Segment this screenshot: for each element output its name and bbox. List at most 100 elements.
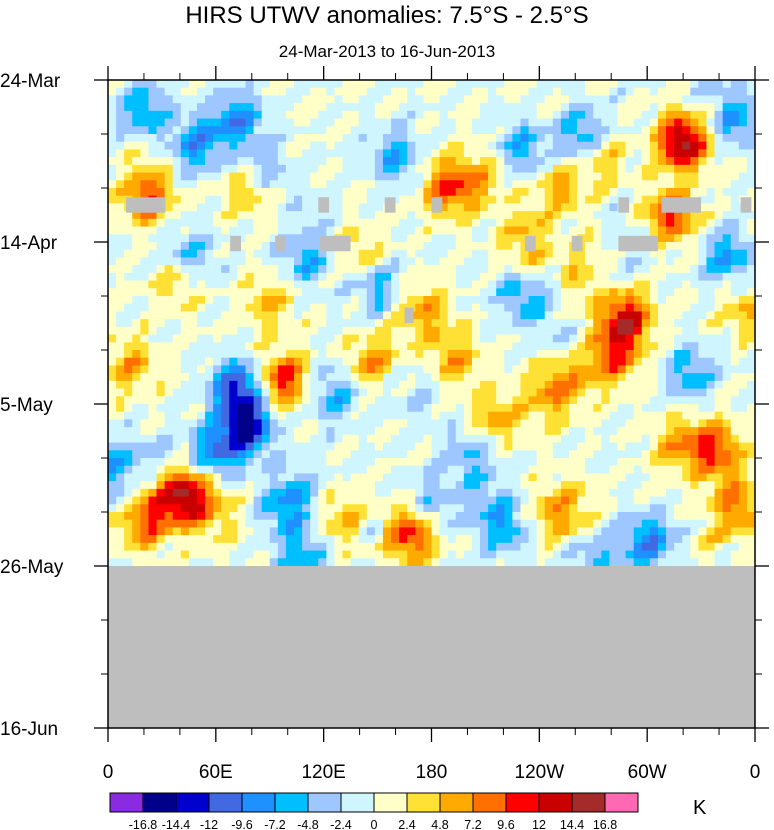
anomaly-cell	[730, 296, 740, 305]
anomaly-cell	[261, 404, 271, 413]
anomaly-cell	[334, 365, 344, 374]
anomaly-cell	[690, 326, 699, 336]
anomaly-cell	[253, 110, 263, 120]
anomaly-cell	[568, 172, 578, 181]
anomaly-cell	[253, 465, 263, 475]
anomaly-cell	[399, 373, 408, 382]
anomaly-cell	[609, 280, 619, 289]
anomaly-cell	[568, 427, 578, 436]
anomaly-cell	[350, 149, 360, 158]
anomaly-cell	[382, 103, 392, 112]
anomaly-cell	[180, 519, 190, 529]
anomaly-cell	[496, 211, 505, 220]
anomaly-cell	[738, 535, 748, 544]
anomaly-cell	[666, 218, 675, 228]
anomaly-cell	[666, 396, 675, 405]
anomaly-cell	[277, 473, 287, 482]
anomaly-cell	[496, 388, 505, 397]
anomaly-cell	[617, 550, 627, 559]
anomaly-cell	[342, 265, 352, 274]
anomaly-cell	[746, 496, 755, 505]
anomaly-cell	[326, 326, 336, 336]
anomaly-cell	[601, 249, 611, 259]
anomaly-cell	[318, 388, 327, 397]
anomaly-cell	[593, 512, 602, 521]
anomaly-cell	[180, 527, 190, 536]
anomaly-cell	[706, 404, 716, 413]
anomaly-cell	[674, 303, 683, 313]
anomaly-cell	[302, 396, 311, 405]
anomaly-cell	[358, 442, 368, 451]
anomaly-cell	[334, 257, 344, 266]
anomaly-cell	[480, 473, 489, 482]
anomaly-cell	[706, 280, 716, 289]
anomaly-cell	[132, 458, 141, 467]
anomaly-cell	[229, 550, 238, 559]
anomaly-cell	[310, 203, 319, 212]
anomaly-cell	[641, 342, 651, 351]
anomaly-cell	[358, 434, 368, 444]
anomaly-cell	[213, 95, 222, 104]
anomaly-cell	[730, 110, 740, 120]
anomaly-cell	[431, 504, 441, 513]
anomaly-cell	[407, 365, 416, 374]
anomaly-cell	[496, 419, 505, 428]
anomaly-cell	[666, 380, 675, 390]
anomaly-cell	[730, 342, 740, 351]
anomaly-cell	[730, 404, 740, 413]
anomaly-cell	[512, 373, 522, 382]
anomaly-cell	[124, 388, 133, 397]
anomaly-cell	[294, 319, 303, 328]
anomaly-cell	[633, 342, 643, 351]
anomaly-cell	[601, 496, 611, 505]
anomaly-cell	[528, 203, 538, 212]
anomaly-cell	[285, 164, 295, 174]
anomaly-cell	[463, 249, 473, 259]
anomaly-cell	[601, 180, 611, 189]
anomaly-cell	[674, 272, 683, 282]
anomaly-cell	[633, 380, 643, 390]
anomaly-cell	[342, 357, 352, 367]
anomaly-cell	[682, 542, 691, 552]
anomaly-cell	[132, 512, 141, 521]
anomaly-cell	[609, 473, 619, 482]
anomaly-cell	[431, 342, 441, 351]
anomaly-cell	[609, 419, 619, 428]
anomaly-cell	[463, 388, 473, 397]
anomaly-cell	[633, 272, 643, 282]
anomaly-cell	[261, 188, 271, 197]
anomaly-cell	[480, 234, 489, 243]
anomaly-cell	[358, 496, 368, 505]
anomaly-cell	[730, 80, 740, 89]
anomaly-cell	[585, 326, 594, 336]
anomaly-cell	[221, 319, 230, 328]
anomaly-cell	[722, 118, 732, 127]
anomaly-cell	[504, 249, 513, 259]
anomaly-cell	[229, 80, 238, 89]
anomaly-cell	[415, 373, 425, 382]
anomaly-cell	[455, 203, 465, 212]
anomaly-cell	[674, 242, 683, 251]
anomaly-cell	[730, 249, 740, 259]
anomaly-cell	[512, 488, 522, 498]
anomaly-cell	[205, 558, 214, 567]
anomaly-cell	[108, 242, 117, 251]
anomaly-cell	[196, 458, 206, 467]
anomaly-cell	[593, 188, 602, 197]
anomaly-cell	[585, 434, 594, 444]
anomaly-cell	[294, 465, 303, 475]
anomaly-cell	[601, 234, 611, 243]
anomaly-cell	[213, 157, 222, 166]
anomaly-cell	[108, 334, 117, 343]
anomaly-cell	[706, 442, 716, 451]
anomaly-cell	[617, 80, 627, 89]
anomaly-cell	[205, 527, 214, 536]
anomaly-cell	[520, 149, 530, 158]
anomaly-cell	[156, 280, 166, 289]
anomaly-cell	[188, 149, 198, 158]
anomaly-cell	[205, 404, 214, 413]
anomaly-cell	[350, 195, 360, 205]
anomaly-cell	[471, 473, 481, 482]
anomaly-cell	[180, 488, 190, 498]
anomaly-cell	[512, 380, 522, 390]
